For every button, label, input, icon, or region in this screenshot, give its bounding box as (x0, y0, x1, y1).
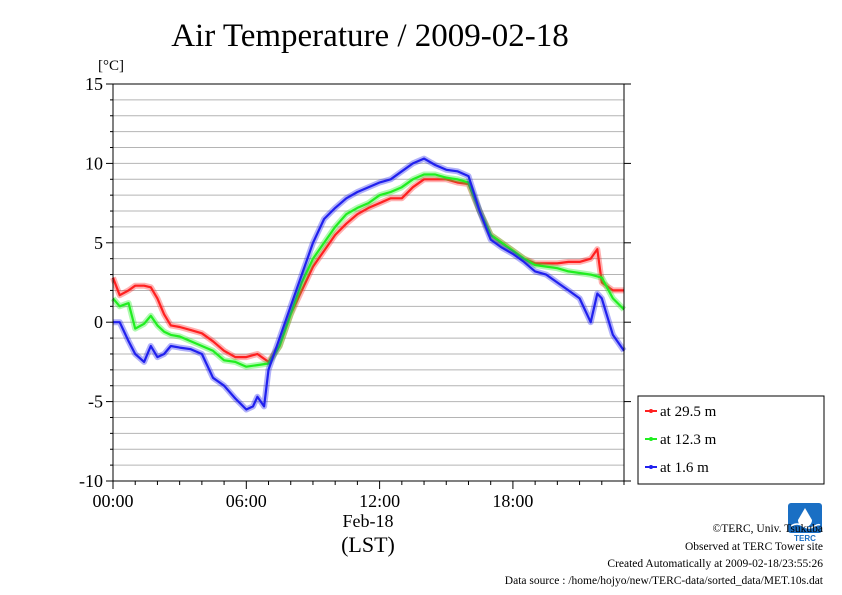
chart-title: Air Temperature / 2009-02-18 (171, 18, 569, 54)
copyright-text: ©TERC, Univ. Tsukuba (713, 523, 823, 535)
legend-label: at 12.3 m (660, 432, 717, 448)
plot-area-frame (112, 83, 625, 482)
series-lines (110, 155, 627, 413)
y-tick-label: 15 (85, 74, 103, 94)
series-halo-0 (110, 176, 624, 365)
y-tick-label: 0 (94, 312, 103, 332)
legend-box (637, 395, 825, 485)
y-tick-label: 10 (85, 153, 103, 173)
created-text: Created Automatically at 2009-02-18/23:5… (607, 558, 823, 570)
y-axis-unit-label: [°C] (98, 58, 124, 74)
y-tick-label: -5 (88, 392, 103, 412)
plot-gridlines (113, 99, 624, 466)
x-axis-label: (LST) (341, 532, 395, 557)
legend: at 29.5 m at 12.3 m at 1.6 m (637, 395, 825, 485)
date-label: Feb-18 (343, 511, 394, 531)
x-axis-ticks: 00:00 06:00 12:00 18:00 (92, 481, 625, 511)
observed-text: Observed at TERC Tower site (685, 541, 823, 553)
x-tick-label: 06:00 (226, 491, 267, 511)
series-line-2 (113, 157, 625, 411)
x-tick-label: 12:00 (359, 491, 400, 511)
legend-marker (649, 437, 653, 441)
legend-label: at 29.5 m (660, 404, 717, 420)
legend-marker (649, 409, 653, 413)
y-tick-label: 5 (94, 233, 103, 253)
data-source-text: Data source : /home/hojyo/new/TERC-data/… (505, 575, 824, 587)
series-line-0 (111, 178, 624, 363)
y-tick-label: -10 (79, 471, 103, 491)
y-axis-ticks: 15 10 5 0 -5 -10 (79, 74, 631, 491)
terc-logo-icon: TERC (788, 503, 822, 543)
series-halo-2 (113, 155, 627, 413)
series-line-1 (112, 173, 625, 368)
x-tick-label: 00:00 (92, 491, 133, 511)
legend-marker (649, 465, 653, 469)
legend-label: at 1.6 m (660, 460, 709, 476)
x-tick-label: 18:00 (492, 491, 533, 511)
logo-text: TERC (794, 534, 816, 543)
